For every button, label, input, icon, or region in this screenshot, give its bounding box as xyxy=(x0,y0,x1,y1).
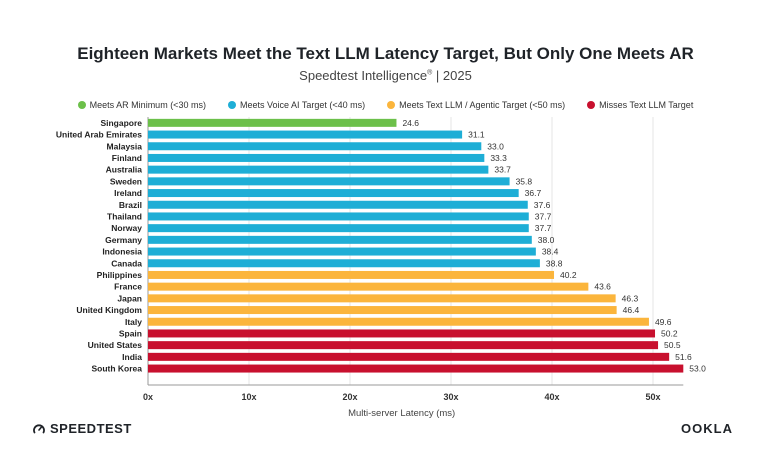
value-label: 31.1 xyxy=(468,130,485,140)
bar xyxy=(148,247,536,256)
bar xyxy=(148,306,617,315)
bar xyxy=(148,177,510,186)
chart-subtitle: Speedtest Intelligence® | 2025 xyxy=(0,68,771,83)
value-label: 33.3 xyxy=(490,153,507,163)
category-label: Ireland xyxy=(114,188,142,198)
value-label: 38.8 xyxy=(546,258,563,268)
value-label: 36.7 xyxy=(525,188,542,198)
value-label: 24.6 xyxy=(402,118,419,128)
x-tick-label: 40x xyxy=(544,392,559,402)
chart-title: Eighteen Markets Meet the Text LLM Laten… xyxy=(77,44,694,63)
bar xyxy=(148,235,532,244)
speedtest-logo: SPEEDTEST xyxy=(32,421,132,436)
value-label: 49.6 xyxy=(655,317,672,327)
category-label: South Korea xyxy=(91,364,142,374)
value-label: 46.4 xyxy=(623,305,640,315)
x-tick-label: 0x xyxy=(143,392,153,402)
bar xyxy=(148,341,659,350)
bar xyxy=(148,189,519,198)
ookla-logo: OOKLA xyxy=(681,421,733,436)
value-label: 50.5 xyxy=(664,340,681,350)
legend-label: Meets Text LLM / Agentic Target (<50 ms) xyxy=(399,100,566,110)
bar xyxy=(148,329,656,338)
category-label: Finland xyxy=(112,153,142,163)
value-label: 46.3 xyxy=(622,293,639,303)
bar xyxy=(148,282,589,291)
category-label: Canada xyxy=(111,258,142,268)
value-label: 50.2 xyxy=(661,328,678,338)
value-label: 43.6 xyxy=(594,282,611,292)
category-label: United States xyxy=(88,340,143,350)
bar xyxy=(148,224,529,233)
bar xyxy=(148,317,649,326)
category-label: Thailand xyxy=(107,211,142,221)
speedtest-logo-text: SPEEDTEST xyxy=(50,421,132,436)
chart-legend: Meets AR Minimum (<30 ms) Meets Voice AI… xyxy=(0,100,771,110)
category-label: Philippines xyxy=(97,270,143,280)
bar xyxy=(148,352,670,361)
bar xyxy=(148,270,555,279)
category-label: Italy xyxy=(125,317,142,327)
category-label: Brazil xyxy=(119,200,142,210)
legend-label: Meets Voice AI Target (<40 ms) xyxy=(239,100,366,110)
category-label: Japan xyxy=(117,293,142,303)
bar xyxy=(148,165,489,174)
legend-label: Meets AR Minimum (<30 ms) xyxy=(89,100,206,110)
category-label: Malaysia xyxy=(107,141,143,151)
value-label: 33.0 xyxy=(487,141,504,151)
category-label: India xyxy=(122,352,142,362)
bar xyxy=(148,200,528,209)
legend-label: Misses Text LLM Target xyxy=(599,100,694,110)
category-label: France xyxy=(114,282,142,292)
legend-item-voice-ai: Meets Voice AI Target (<40 ms) xyxy=(227,100,366,110)
category-label: Spain xyxy=(119,328,142,338)
category-label: Sweden xyxy=(110,176,142,186)
legend-dot-icon xyxy=(227,101,236,109)
value-label: 38.0 xyxy=(538,235,555,245)
bar xyxy=(148,364,684,373)
category-label: Norway xyxy=(111,223,142,233)
x-tick-label: 50x xyxy=(645,392,660,402)
value-label: 40.2 xyxy=(560,270,577,280)
legend-item-ar: Meets AR Minimum (<30 ms) xyxy=(77,100,206,110)
legend-dot-icon xyxy=(587,101,596,109)
subtitle-brand: Speedtest Intelligence xyxy=(299,68,428,83)
x-tick-label: 30x xyxy=(443,392,458,402)
subtitle-year: | 2025 xyxy=(435,68,472,83)
legend-item-text-llm: Meets Text LLM / Agentic Target (<50 ms) xyxy=(387,100,565,110)
x-tick-label: 20x xyxy=(342,392,357,402)
value-label: 51.6 xyxy=(675,352,692,362)
category-label: Australia xyxy=(106,165,143,175)
category-label: United Kingdom xyxy=(76,305,142,315)
bar xyxy=(148,118,397,127)
bar xyxy=(148,142,482,151)
value-label: 38.4 xyxy=(542,247,559,257)
category-label: Singapore xyxy=(100,118,142,128)
value-label: 33.7 xyxy=(494,165,511,175)
bar xyxy=(148,259,540,268)
value-label: 53.0 xyxy=(689,364,706,374)
value-label: 37.7 xyxy=(535,211,552,221)
legend-dot-icon xyxy=(77,101,86,109)
value-label: 37.6 xyxy=(534,200,551,210)
legend-item-misses: Misses Text LLM Target xyxy=(587,100,693,110)
x-tick-label: 10x xyxy=(241,392,256,402)
value-label: 37.7 xyxy=(535,223,552,233)
value-label: 35.8 xyxy=(516,176,533,186)
category-label: Indonesia xyxy=(102,247,142,257)
bar xyxy=(148,130,463,139)
bar xyxy=(148,294,616,303)
category-label: Germany xyxy=(105,235,142,245)
bar xyxy=(148,153,485,162)
legend-dot-icon xyxy=(387,101,396,109)
x-axis-label: Multi-server Latency (ms) xyxy=(348,408,455,419)
category-label: United Arab Emirates xyxy=(56,130,142,140)
subtitle-registered-mark: ® xyxy=(427,69,433,77)
speedometer-icon xyxy=(33,424,45,433)
bar xyxy=(148,212,529,221)
